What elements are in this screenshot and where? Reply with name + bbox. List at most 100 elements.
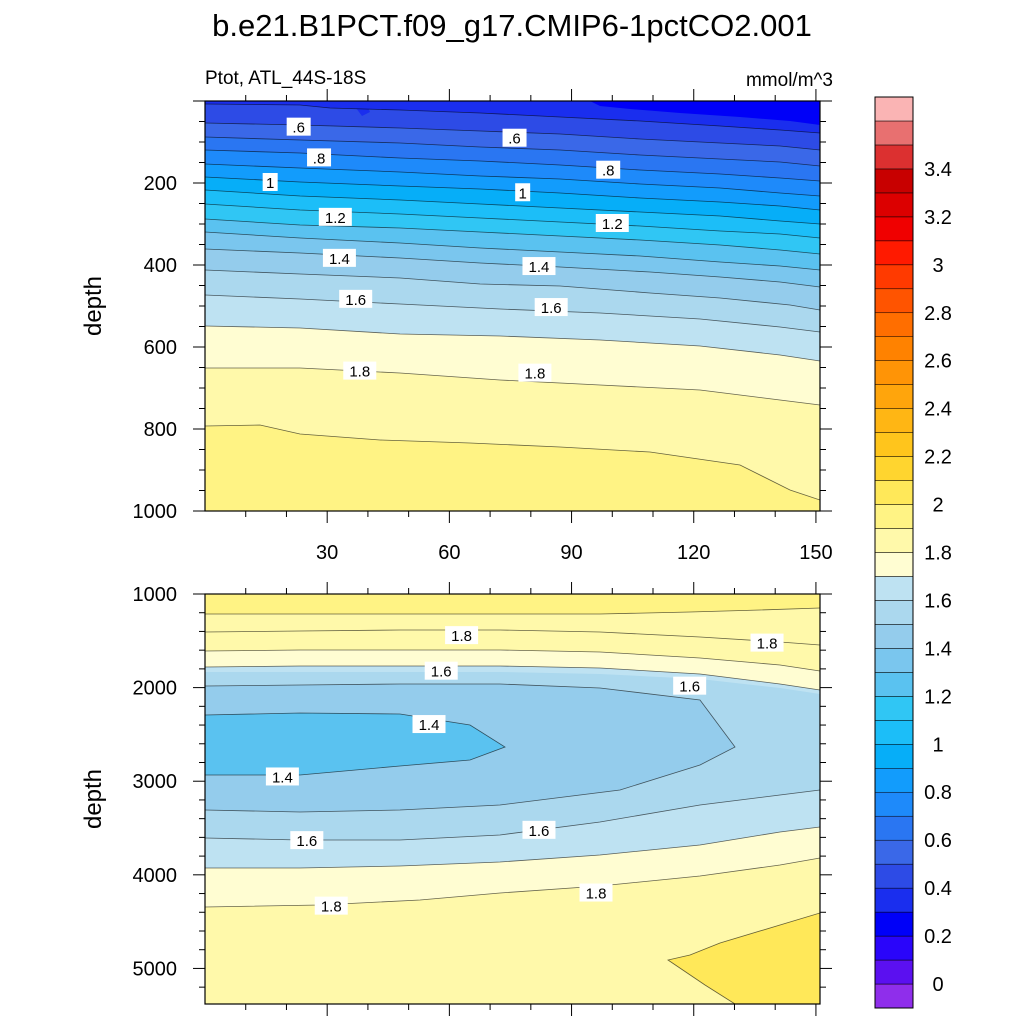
contour-label: 1.6 [290, 831, 324, 850]
y-tick-label: 4000 [133, 865, 178, 887]
colorbar-swatch [874, 120, 914, 146]
colorbar-swatch [874, 504, 914, 529]
colorbar-swatch [874, 336, 914, 361]
colorbar-swatch [874, 791, 914, 817]
upper-panel: 30 60 90 120 150 200 400 600 800 1000 .6 .6 .8 .8 1 1… [80, 89, 833, 564]
contour-label: 1.8 [314, 896, 348, 916]
colorbar-swatch [874, 744, 914, 769]
contour-label-box [518, 363, 552, 382]
contour-label-text: 1.8 [757, 636, 778, 653]
contour-label-box [502, 128, 527, 147]
contour-label: 1.6 [424, 661, 458, 681]
contour-label: .8 [307, 148, 332, 167]
colorbar-label: 0.8 [924, 782, 952, 804]
colorbar-swatch [874, 384, 914, 409]
colorbar-label: 0.4 [924, 878, 952, 900]
colorbar-swatch [874, 624, 914, 649]
contour-label: 1.6 [673, 676, 707, 696]
colorbar-label: 0.2 [924, 926, 952, 948]
y-tick-label: 600 [144, 337, 177, 359]
contour-label-box [522, 257, 556, 276]
colorbar-swatch [874, 456, 914, 481]
contour-label: 1.6 [339, 289, 373, 309]
colorbar-frame [874, 96, 914, 1009]
contour-label: 1 [262, 173, 278, 192]
y-tick-label: 400 [144, 255, 177, 277]
contour-label-text: .6 [292, 120, 305, 137]
colorbar-swatch [874, 648, 914, 673]
contour-label-box [339, 289, 373, 308]
colorbar-label: 1.4 [924, 638, 952, 660]
colorbar-swatch [874, 600, 914, 625]
colorbar-swatch [874, 839, 914, 865]
contour-label-box [673, 676, 707, 695]
y-tick-label: 5000 [133, 958, 178, 980]
contour-label-box [314, 896, 348, 915]
upper-x-axis: 30 60 90 120 150 [245, 89, 833, 564]
colorbar-label: 0 [932, 974, 943, 996]
colorbar-swatch [874, 240, 914, 266]
contour-label: 1.8 [445, 626, 479, 645]
colorbar-swatch [874, 192, 914, 218]
x-tick-label: 120 [677, 542, 710, 564]
colorbar-label: 2.6 [924, 351, 952, 373]
contour-label-box [750, 633, 784, 652]
colorbar-swatch [874, 911, 914, 937]
contour-label: 1.8 [750, 633, 784, 653]
contour-label-text: 1.4 [329, 251, 350, 268]
y-tick-label: 3000 [133, 771, 178, 793]
x-tick-label: 60 [438, 542, 460, 564]
contour-label-box [322, 248, 356, 267]
contour-label: .6 [502, 128, 527, 148]
colorbar-label: 3.2 [924, 207, 952, 229]
colorbar-swatch [874, 696, 914, 721]
colorbar: 0 0.2 0.4 0.6 0.8 1 1.2 1.4 1.6 1.8 2 2.2 2.4 2.6 2.8 3… [874, 96, 952, 1009]
colorbar-label: 2 [932, 495, 943, 517]
contour-label: 1.2 [318, 207, 352, 227]
colorbar-swatch [874, 935, 914, 961]
contour-label: 1.2 [595, 214, 629, 233]
contour-label-box [424, 661, 458, 680]
contour-label: 1.8 [518, 363, 552, 383]
contour-label-box [515, 183, 531, 202]
y-tick-label: 800 [144, 419, 177, 441]
contour-label-text: 1 [519, 185, 527, 202]
colorbar-swatch [874, 216, 914, 242]
contour-label-text: 1.6 [345, 292, 366, 309]
contour-label-text: .6 [508, 131, 521, 148]
contour-label-text: 1.8 [321, 899, 342, 916]
colorbar-swatch [874, 815, 914, 841]
contour-label-box [318, 207, 352, 226]
contour-label: .6 [286, 117, 311, 137]
contour-label-box [290, 831, 324, 850]
contour-label-text: 1.6 [296, 833, 317, 850]
contour-label-text: 1.4 [529, 259, 550, 276]
colorbar-swatch [874, 432, 914, 457]
colorbar-swatch [874, 312, 914, 337]
contour-label-text: 1.4 [419, 717, 440, 734]
contour-label-box [286, 117, 311, 136]
upper-contour-labels: .6 .6 .8 .8 1 1 1.2 1.2 1.4 1.4 1.6 1.6 1.8 1.8 [262, 117, 629, 383]
colorbar-label: 0.6 [924, 830, 952, 852]
colorbar-swatch [874, 360, 914, 385]
contour-label-box [596, 160, 621, 179]
lower-contour-labels: 1.8 1.8 1.6 1.6 1.4 1.4 1.6 1.6 1.8 1.8 [265, 626, 784, 916]
y-tick-label: 2000 [133, 678, 178, 700]
colorbar-label: 3 [932, 255, 943, 277]
contour-label-box [522, 820, 556, 839]
contour-label-text: .8 [313, 150, 326, 167]
lower-x-axis [245, 582, 817, 1016]
colorbar-label: 3.4 [924, 159, 952, 181]
colorbar-swatch [874, 576, 914, 601]
colorbar-swatch [874, 672, 914, 697]
colorbar-swatch [874, 768, 914, 793]
contour-label-text: 1.8 [349, 364, 370, 381]
y-tick-label: 1000 [133, 584, 178, 606]
colorbar-label: 1.2 [924, 686, 952, 708]
contour-label: 1.6 [522, 820, 556, 840]
units-label: mmol/m^3 [746, 70, 833, 91]
contour-label-text: 1.8 [586, 886, 607, 903]
contour-label-box [595, 214, 629, 232]
